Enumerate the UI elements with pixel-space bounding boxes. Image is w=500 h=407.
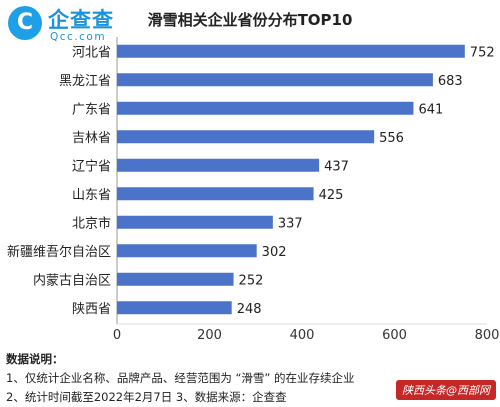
category-label: 山东省 — [72, 188, 111, 203]
category-label: 北京市 — [72, 215, 111, 231]
data-label: 437 — [324, 159, 349, 174]
x-tick-label: 200 — [197, 328, 222, 343]
qcc-logo-text: 企查查 — [48, 8, 114, 32]
qcc-logo-url: Qcc.com — [50, 31, 107, 43]
data-label: 425 — [319, 188, 344, 203]
qcc-logo: C 企查查 Qcc.com — [8, 4, 148, 50]
data-label: 337 — [278, 216, 303, 231]
data-label: 302 — [262, 245, 287, 260]
bar — [117, 44, 465, 58]
bar — [117, 73, 433, 87]
source-watermark: 陕西头条@西部网 — [396, 380, 496, 400]
category-label: 吉林省 — [72, 131, 111, 146]
x-tick-label: 400 — [290, 328, 315, 343]
data-label: 641 — [418, 102, 443, 117]
data-label: 556 — [379, 131, 404, 146]
bar — [117, 187, 314, 201]
bar — [117, 101, 414, 115]
bar — [117, 301, 232, 315]
category-label: 河北省 — [72, 45, 111, 60]
data-notes: 数据说明： 1、仅统计企业名称、品牌产品、经营范围为 “滑雪” 的在业存续企业 … — [6, 350, 355, 407]
category-label: 广东省 — [72, 102, 111, 117]
x-tick-label: 0 — [113, 328, 121, 343]
data-label: 252 — [239, 273, 264, 288]
data-label: 752 — [470, 45, 495, 60]
notes-heading: 数据说明： — [6, 352, 64, 366]
bar — [117, 158, 320, 172]
category-label: 新疆维吾尔自治区 — [7, 244, 111, 260]
category-label: 陕西省 — [72, 302, 111, 317]
qcc-logo-mark: C — [16, 10, 34, 35]
x-tick-label: 600 — [382, 328, 407, 343]
category-label: 黑龙江省 — [59, 74, 111, 89]
category-label: 内蒙古自治区 — [33, 272, 111, 288]
data-label: 683 — [438, 74, 463, 89]
x-tick-label: 800 — [475, 328, 500, 343]
bar — [117, 244, 257, 258]
bar — [117, 272, 234, 286]
category-label: 辽宁省 — [72, 158, 111, 174]
bar — [117, 130, 375, 144]
qcc-logo-icon: C — [8, 6, 42, 40]
data-label: 248 — [237, 302, 262, 317]
chart-title: 滑雪相关企业省份分布TOP10 — [147, 11, 353, 29]
bar — [117, 215, 273, 229]
notes-line-2: 2、统计时间截至2022年2月7日 3、数据来源：企查查 — [6, 390, 287, 404]
notes-line-1: 1、仅统计企业名称、品牌产品、经营范围为 “滑雪” 的在业存续企业 — [6, 371, 355, 385]
